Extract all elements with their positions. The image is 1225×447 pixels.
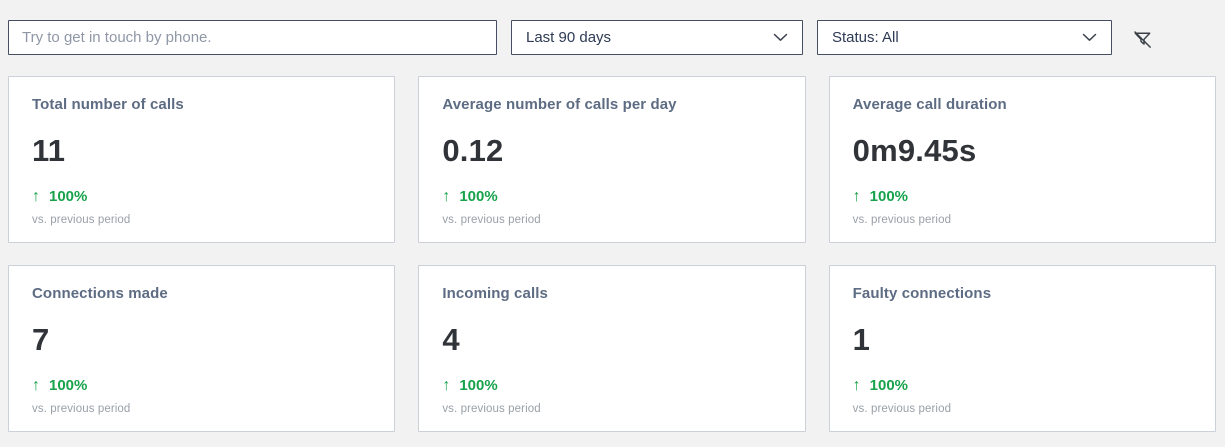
change-percent: 100% — [869, 377, 909, 394]
card-change: ↑ 100% — [442, 188, 781, 205]
card-change: ↑ 100% — [32, 377, 371, 394]
card-value: 0.12 — [442, 133, 504, 168]
card-value: 7 — [32, 322, 50, 357]
arrow-up-icon: ↑ — [32, 188, 40, 205]
card-change: ↑ 100% — [32, 188, 371, 205]
filter-off-icon — [1133, 30, 1151, 48]
card-faulty-connections: Faulty connections 1 ↑ 100% vs. previous… — [828, 265, 1216, 432]
status-select[interactable]: Status: All — [817, 20, 1112, 55]
card-value: 0m9.45s — [852, 133, 977, 168]
period-select-value: Last 90 days — [526, 29, 612, 46]
compare-label: vs. previous period — [32, 214, 131, 226]
card-title: Faulty connections — [852, 285, 992, 302]
card-connections-made: Connections made 7 ↑ 100% vs. previous p… — [8, 265, 396, 432]
card-change: ↑ 100% — [442, 377, 781, 394]
arrow-up-icon: ↑ — [852, 377, 861, 394]
card-total-calls: Total number of calls 11 ↑ 100% vs. prev… — [8, 76, 396, 243]
arrow-up-icon: ↑ — [32, 377, 40, 394]
card-title: Connections made — [32, 285, 168, 302]
card-title: Average number of calls per day — [442, 96, 677, 113]
arrow-up-icon: ↑ — [442, 188, 451, 205]
card-title: Incoming calls — [442, 285, 548, 302]
compare-label: vs. previous period — [852, 214, 952, 226]
change-percent: 100% — [49, 188, 88, 205]
card-title: Average call duration — [852, 96, 1007, 113]
card-change: ↑ 100% — [853, 377, 1192, 394]
card-value: 11 — [32, 133, 66, 168]
arrow-up-icon: ↑ — [442, 377, 451, 394]
filter-toolbar: Last 90 days Status: All — [0, 0, 1225, 56]
chevron-down-icon — [1082, 33, 1097, 41]
search-input[interactable] — [8, 20, 497, 55]
compare-label: vs. previous period — [852, 403, 952, 415]
arrow-up-icon: ↑ — [852, 188, 861, 205]
card-incoming-calls: Incoming calls 4 ↑ 100% vs. previous per… — [418, 265, 806, 432]
card-value: 1 — [852, 322, 871, 357]
change-percent: 100% — [459, 188, 498, 205]
compare-label: vs. previous period — [442, 403, 541, 415]
card-value: 4 — [442, 322, 460, 357]
card-avg-call-duration: Average call duration 0m9.45s ↑ 100% vs.… — [828, 76, 1216, 243]
status-select-value: Status: All — [832, 29, 899, 46]
compare-label: vs. previous period — [442, 214, 541, 226]
card-change: ↑ 100% — [853, 188, 1192, 205]
change-percent: 100% — [459, 377, 498, 394]
kpi-card-grid: Total number of calls 11 ↑ 100% vs. prev… — [8, 76, 1216, 432]
clear-filter-button[interactable] — [1126, 24, 1158, 54]
change-percent: 100% — [49, 377, 88, 394]
change-percent: 100% — [869, 188, 909, 205]
compare-label: vs. previous period — [32, 403, 131, 415]
period-select[interactable]: Last 90 days — [511, 20, 803, 55]
card-avg-calls-per-day: Average number of calls per day 0.12 ↑ 1… — [418, 76, 806, 243]
chevron-down-icon — [773, 33, 788, 41]
card-title: Total number of calls — [32, 96, 184, 113]
